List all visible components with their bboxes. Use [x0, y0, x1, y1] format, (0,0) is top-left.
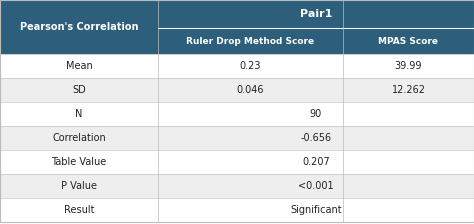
- Bar: [158, 54, 343, 78]
- Bar: [0, 126, 158, 150]
- Text: N: N: [75, 109, 82, 119]
- Bar: [0, 174, 158, 198]
- Bar: [343, 54, 474, 78]
- Text: <0.001: <0.001: [298, 181, 334, 191]
- Text: Pearson's Correlation: Pearson's Correlation: [20, 22, 138, 32]
- Bar: [343, 78, 474, 102]
- Bar: [158, 126, 343, 150]
- Bar: [0, 0, 158, 54]
- Text: Correlation: Correlation: [52, 133, 106, 143]
- Bar: [0, 54, 158, 78]
- Text: 0.046: 0.046: [237, 85, 264, 95]
- Text: Significant: Significant: [290, 205, 342, 215]
- Bar: [0, 78, 158, 102]
- Bar: [158, 174, 343, 198]
- Text: 90: 90: [310, 109, 322, 119]
- Text: Pair1: Pair1: [300, 9, 332, 19]
- Text: 39.99: 39.99: [395, 61, 422, 71]
- Bar: [158, 0, 474, 28]
- Bar: [158, 28, 343, 54]
- Bar: [158, 198, 343, 222]
- Text: 0.23: 0.23: [240, 61, 261, 71]
- Bar: [343, 126, 474, 150]
- Text: 12.262: 12.262: [392, 85, 426, 95]
- Text: SD: SD: [72, 85, 86, 95]
- Bar: [158, 150, 343, 174]
- Text: -0.656: -0.656: [301, 133, 331, 143]
- Text: Table Value: Table Value: [51, 157, 107, 167]
- Text: MPAS Score: MPAS Score: [379, 37, 438, 45]
- Text: 0.207: 0.207: [302, 157, 330, 167]
- Bar: [343, 102, 474, 126]
- Bar: [0, 102, 158, 126]
- Bar: [158, 78, 343, 102]
- Bar: [0, 150, 158, 174]
- Text: Ruler Drop Method Score: Ruler Drop Method Score: [186, 37, 315, 45]
- Bar: [0, 198, 158, 222]
- Text: P Value: P Value: [61, 181, 97, 191]
- Text: Mean: Mean: [65, 61, 92, 71]
- Bar: [343, 174, 474, 198]
- Bar: [343, 28, 474, 54]
- Text: Result: Result: [64, 205, 94, 215]
- Bar: [343, 198, 474, 222]
- Bar: [158, 102, 343, 126]
- Bar: [343, 150, 474, 174]
